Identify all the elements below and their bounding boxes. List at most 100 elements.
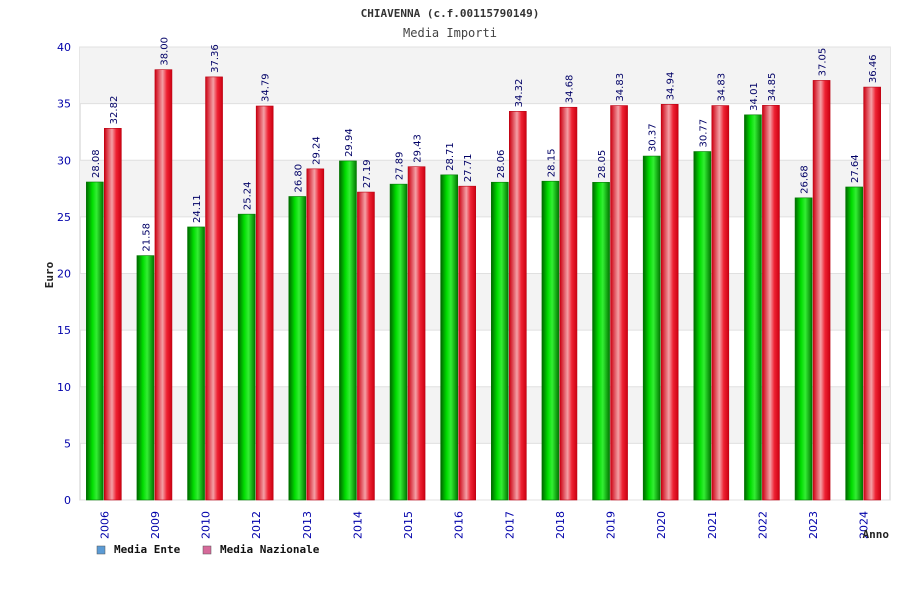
value-label-media-nazionale-2024: 36.46	[868, 54, 879, 83]
value-label-media-ente-2010: 24.11	[192, 194, 203, 223]
bar-media-ente-2023	[794, 197, 813, 501]
bar-media-nazionale-2020	[660, 104, 679, 501]
value-label-media-nazionale-2021: 34.83	[716, 73, 727, 102]
bar-media-ente-2014	[339, 160, 357, 501]
bar-media-ente-2010	[187, 226, 205, 501]
legend-swatch-media-nazionale	[202, 545, 212, 555]
bar-media-nazionale-2010	[205, 76, 223, 501]
x-tick-label-2019: 2019	[605, 511, 618, 539]
value-label-media-nazionale-2006: 32.82	[109, 96, 120, 125]
value-label-media-nazionale-2016: 27.71	[463, 154, 474, 183]
legend-swatch-media-ente	[96, 545, 106, 555]
bar-media-nazionale-2015	[407, 166, 426, 501]
bar-media-nazionale-2019	[610, 105, 628, 501]
x-tick-label-2010: 2010	[200, 511, 213, 539]
bars	[86, 69, 881, 501]
bar-media-ente-2009	[136, 255, 155, 501]
value-label-media-nazionale-2010: 37.36	[210, 44, 221, 73]
y-tick-label: 40	[57, 41, 71, 54]
value-label-media-ente-2014: 29.94	[344, 128, 355, 157]
bar-media-ente-2016	[440, 174, 458, 501]
x-axis-ticks: 2006 2009 2010 2012 2013 2014 2015 2016 2017 2018…	[98, 511, 870, 539]
bar-media-nazionale-2023	[812, 80, 831, 501]
bar-media-ente-2006	[86, 181, 104, 501]
x-tick-label-2022: 2022	[756, 511, 769, 539]
y-tick-label: 5	[64, 437, 71, 450]
chart-title: CHIAVENNA (c.f.00115790149)	[361, 7, 540, 20]
x-tick-label-2018: 2018	[554, 511, 567, 539]
x-tick-label-2024: 2024	[858, 511, 871, 539]
value-label-media-ente-2015: 27.89	[395, 152, 406, 181]
x-tick-label-2016: 2016	[453, 511, 466, 539]
x-axis-label: Anno	[863, 528, 890, 541]
bar-media-ente-2017	[491, 181, 509, 501]
value-label-media-nazionale-2012: 34.79	[261, 73, 272, 102]
value-label-media-nazionale-2018: 34.68	[564, 75, 575, 104]
x-tick-label-2017: 2017	[503, 511, 516, 539]
bar-media-ente-2015	[389, 183, 408, 501]
bar-media-nazionale-2017	[509, 111, 527, 501]
value-label-media-ente-2012: 25.24	[243, 182, 254, 211]
value-label-media-ente-2021: 30.77	[698, 119, 709, 148]
legend-label-media-ente: Media Ente	[114, 543, 181, 556]
bar-media-ente-2013	[288, 196, 307, 501]
bar-media-nazionale-2016	[458, 185, 476, 501]
value-label-media-ente-2022: 34.01	[749, 82, 760, 111]
y-tick-label: 35	[57, 98, 71, 111]
y-tick-label: 15	[57, 324, 71, 337]
bar-media-nazionale-2024	[863, 86, 881, 501]
y-tick-label: 20	[57, 268, 71, 281]
bar-media-ente-2020	[642, 155, 661, 501]
x-tick-label-2023: 2023	[807, 511, 820, 539]
value-label-media-ente-2023: 26.68	[800, 165, 811, 194]
legend-label-media-nazionale: Media Nazionale	[220, 543, 320, 556]
value-label-media-ente-2018: 28.15	[546, 149, 557, 178]
bar-media-ente-2022	[744, 114, 762, 501]
bar-media-ente-2012	[237, 213, 256, 501]
y-tick-label: 0	[64, 494, 71, 507]
value-label-media-nazionale-2022: 34.85	[767, 73, 778, 102]
bar-media-ente-2018	[541, 180, 560, 501]
bar-media-nazionale-2021	[711, 105, 730, 501]
bar-media-nazionale-2009	[154, 69, 173, 501]
value-label-media-nazionale-2015: 29.43	[413, 134, 424, 163]
value-label-media-ente-2020: 30.37	[648, 123, 659, 152]
value-label-media-nazionale-2014: 27.19	[362, 159, 373, 188]
bar-media-nazionale-2018	[559, 106, 578, 501]
bar-media-ente-2024	[845, 186, 863, 501]
x-tick-label-2013: 2013	[301, 511, 314, 539]
value-label-media-nazionale-2020: 34.94	[666, 72, 677, 101]
bar-media-nazionale-2014	[357, 191, 375, 501]
bar-media-nazionale-2006	[104, 128, 122, 501]
x-tick-label-2014: 2014	[351, 511, 364, 539]
x-tick-label-2009: 2009	[149, 511, 162, 539]
bar-media-ente-2021	[693, 151, 712, 501]
y-tick-label: 25	[57, 211, 71, 224]
bar-media-nazionale-2022	[762, 105, 780, 501]
bar-media-ente-2019	[592, 182, 610, 501]
value-label-media-ente-2006: 28.08	[91, 149, 102, 178]
y-axis-ticks: 0 5 10 15 20 25 30 35 40	[57, 41, 71, 507]
chart-subtitle: Media Importi	[403, 26, 497, 40]
bar-media-nazionale-2012	[255, 105, 274, 501]
value-label-media-nazionale-2009: 38.00	[159, 37, 170, 66]
value-label-media-ente-2016: 28.71	[445, 142, 456, 171]
value-label-media-ente-2019: 28.05	[597, 150, 608, 179]
y-tick-label: 10	[57, 381, 71, 394]
y-tick-label: 30	[57, 154, 71, 167]
value-label-media-ente-2013: 26.80	[293, 164, 304, 193]
value-label-media-ente-2009: 21.58	[141, 223, 152, 252]
x-tick-label-2015: 2015	[402, 511, 415, 539]
bar-value-labels: 28.08 32.82 21.58 38.00 24.11 37.36 25.24 34.79…	[91, 37, 879, 252]
x-tick-label-2012: 2012	[250, 511, 263, 539]
x-tick-label-2020: 2020	[655, 511, 668, 539]
x-tick-label-2021: 2021	[706, 511, 719, 539]
value-label-media-nazionale-2017: 34.32	[514, 79, 525, 108]
y-axis-label: Euro	[43, 261, 56, 288]
x-tick-label-2006: 2006	[98, 511, 111, 539]
value-label-media-ente-2024: 27.64	[850, 154, 861, 183]
bar-media-nazionale-2013	[306, 168, 325, 501]
value-label-media-nazionale-2013: 29.24	[311, 136, 322, 165]
value-label-media-ente-2017: 28.06	[496, 150, 507, 179]
